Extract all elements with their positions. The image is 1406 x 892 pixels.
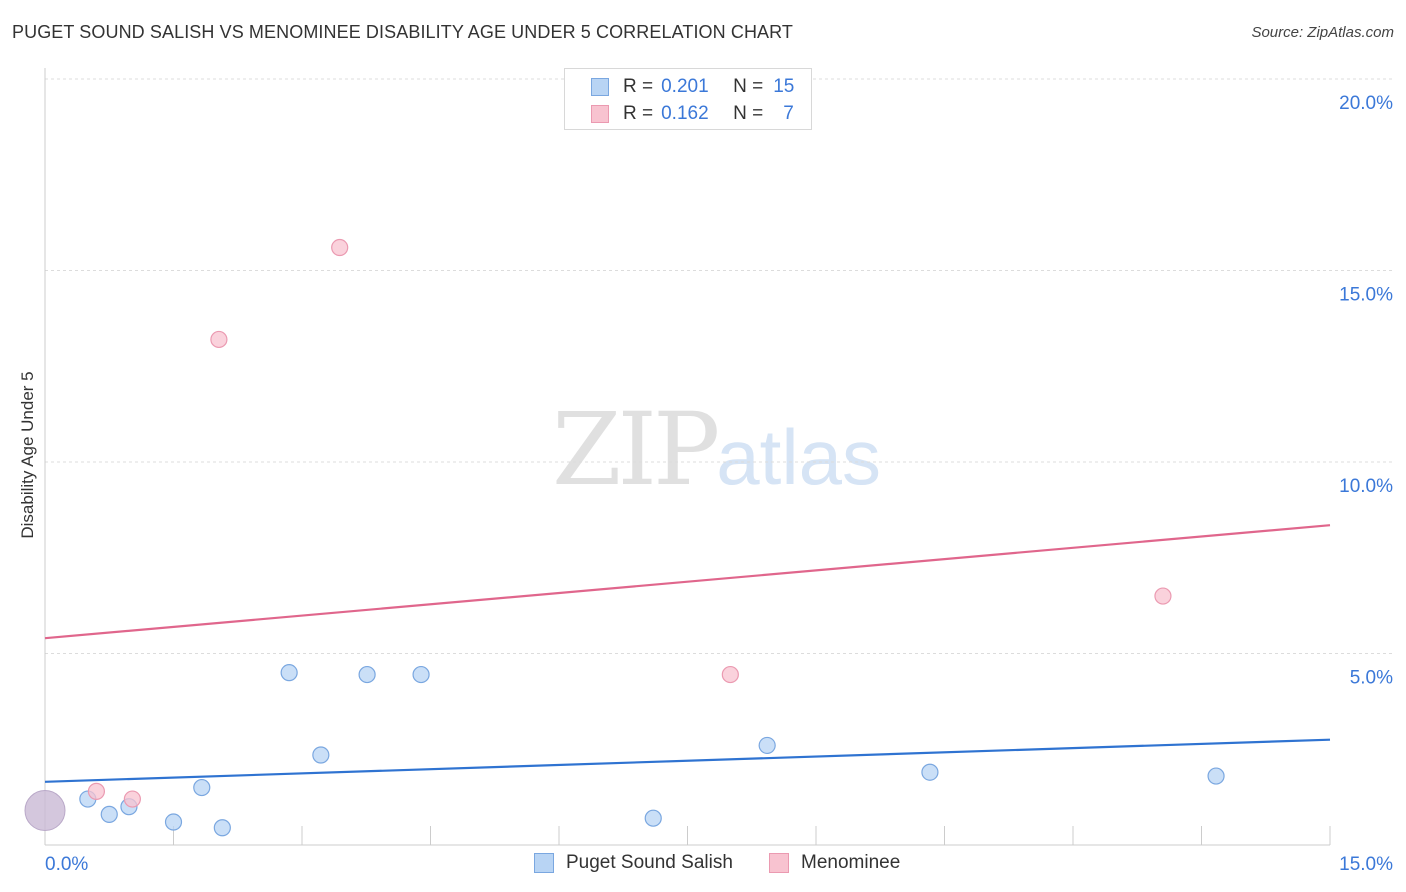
legend-row-menominee: R = 0.162 N = 7	[591, 102, 794, 126]
bottom-legend-swatch-blue	[534, 853, 554, 873]
legend-row-puget: R = 0.201 N = 15	[591, 75, 794, 99]
legend-swatch-blue	[591, 78, 609, 96]
grid-lines	[45, 78, 1392, 654]
x-tick-label: 15.0%	[1339, 854, 1393, 875]
point-puget	[358, 665, 376, 684]
point-menominee	[1154, 587, 1172, 605]
legend-n-value: 15	[773, 76, 795, 97]
point-puget	[100, 805, 118, 823]
bottom-legend-puget: Puget Sound Salish	[534, 852, 733, 874]
point-puget	[193, 778, 211, 797]
point-menominee	[331, 238, 349, 257]
point-puget	[280, 664, 298, 682]
point-puget	[412, 665, 430, 684]
legend-swatch-pink	[591, 105, 609, 123]
trend-line-puget	[44, 738, 1331, 783]
legend-r-value: 0.201	[661, 76, 709, 97]
axes	[44, 68, 1331, 846]
tick-labels: 5.0% 10.0% 15.0% 20.0% 0.0% 15.0%	[45, 93, 1393, 875]
legend-n-value: 7	[783, 103, 794, 124]
point-menominee	[721, 665, 739, 684]
point-puget	[921, 763, 939, 781]
point-puget	[758, 736, 776, 755]
point-puget	[644, 809, 662, 827]
chart-title: PUGET SOUND SALISH VS MENOMINEE DISABILI…	[12, 22, 794, 42]
point-menominee	[123, 790, 141, 808]
y-tick-label: 5.0%	[1350, 668, 1393, 689]
bottom-legend-label-puget: Puget Sound Salish	[566, 852, 733, 873]
watermark: ZIPatlas	[552, 400, 881, 507]
point-puget	[164, 813, 183, 831]
trend-line-menominee	[44, 524, 1331, 640]
point-puget	[312, 746, 330, 764]
y-tick-label: 10.0%	[1339, 476, 1393, 497]
legend-n-label: N =	[733, 103, 764, 124]
watermark-zip: ZIP	[552, 391, 720, 508]
legend-r-label: R =	[623, 103, 654, 124]
trend-lines	[44, 524, 1331, 783]
legend-r-label: R =	[623, 76, 654, 97]
bottom-legend-menominee: Menominee	[769, 852, 900, 874]
watermark-atlas: atlas	[716, 413, 882, 501]
point-puget	[1207, 767, 1225, 785]
y-tick-label: 15.0%	[1339, 285, 1393, 306]
bottom-legend-label-menominee: Menominee	[801, 852, 901, 873]
legend-r-value: 0.162	[661, 103, 709, 124]
data-points	[24, 238, 1225, 837]
y-tick-label: 20.0%	[1339, 93, 1393, 114]
overlap-point	[24, 790, 66, 832]
point-menominee	[87, 782, 106, 800]
correlation-legend: R = 0.201 N = 15 R = 0.162 N = 7	[564, 68, 812, 130]
source-label: Source: ZipAtlas.com	[1251, 24, 1394, 41]
point-puget	[213, 819, 231, 837]
point-menominee	[210, 330, 228, 349]
legend-n-label: N =	[733, 76, 764, 97]
x-tick-label: 0.0%	[45, 854, 88, 875]
bottom-legend-swatch-pink	[769, 853, 789, 873]
